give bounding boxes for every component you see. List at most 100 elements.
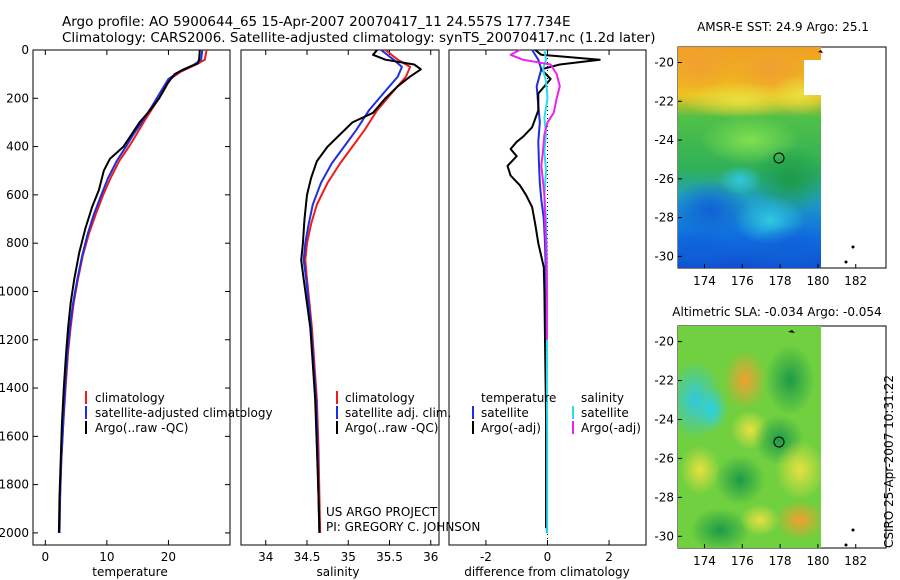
map-x-tick-label: 174 <box>693 274 716 288</box>
salinity-panel-frame <box>240 49 440 546</box>
salinity-panel: 34 34.5 35 35.5 36 salinity <box>240 49 440 579</box>
x-tick-label: 35 <box>341 550 356 564</box>
sla-map-title: Altimetric SLA: -0.034 Argo: -0.054 <box>672 305 881 319</box>
map-x-tick-label: 178 <box>769 554 792 568</box>
x-tick-label: 0 <box>544 550 552 564</box>
map-y-tick-label: -30 <box>654 529 674 543</box>
y-tick-label: 1600 <box>0 429 29 443</box>
timestamp: CSIRO 25-Apr-2007 10:31:22 <box>882 375 896 548</box>
legend-label-argo: Argo(..raw -QC) <box>345 421 438 435</box>
island-dot <box>851 245 855 249</box>
map-x-tick-label: 178 <box>769 274 792 288</box>
legend-label-temp-argo: Argo(-adj) <box>481 421 541 435</box>
map-x-tick-label: 182 <box>844 554 867 568</box>
legend-label-climatology: climatology <box>95 391 165 405</box>
salinity-xlabel: salinity <box>316 565 359 579</box>
sla-map-ticks: 174 176 178 180 182 -20 -22 -24 -26 -28 -30 <box>654 335 867 568</box>
map-y-tick-label: -24 <box>654 412 674 426</box>
series-line-climatology <box>58 49 208 533</box>
legend-label-climatology: climatology <box>345 391 415 405</box>
legend-label-satellite: satellite-adjusted climatology <box>95 406 273 420</box>
x-tick-label: 35.5 <box>376 550 403 564</box>
temperature-ticks: 0 10 2002004006008001000120014001600180020… <box>0 43 230 564</box>
map-y-tick-label: -22 <box>654 374 674 388</box>
map-y-tick-label: -30 <box>654 249 674 263</box>
series-line-satellite-adjusted-climatology <box>58 49 204 533</box>
map-y-tick-label: -24 <box>654 133 674 147</box>
island-marker <box>818 50 823 53</box>
y-tick-label: 600 <box>6 188 29 202</box>
series-line-argo-raw-qc <box>57 49 201 533</box>
x-tick-label: 10 <box>99 550 114 564</box>
series-line-salinity-argo-adj <box>509 49 561 340</box>
legend-label-argo: Argo(..raw -QC) <box>95 421 188 435</box>
island-dot <box>844 543 848 547</box>
map-x-tick-label: 180 <box>806 274 829 288</box>
difference-ticks: -2 0 2 <box>480 50 613 564</box>
y-tick-label: 1800 <box>0 478 29 492</box>
credit-line2: PI: GREGORY C. JOHNSON <box>326 520 480 534</box>
sla-map: Altimetric SLA: -0.034 Argo: -0.054 174 1… <box>654 305 887 568</box>
series-line-climatology <box>304 49 412 533</box>
y-tick-label: 0 <box>21 43 29 57</box>
legend-header-temperature: temperature <box>481 391 556 405</box>
y-tick-label: 1000 <box>0 284 29 298</box>
salinity-legend: climatology satellite adj. clim. Argo(..… <box>336 391 451 435</box>
island-dot <box>851 528 855 532</box>
map-y-tick-label: -28 <box>654 211 674 225</box>
legend-label-sal-argo: Argo(-adj) <box>581 421 641 435</box>
x-tick-label: 0 <box>41 550 49 564</box>
map-x-tick-label: 176 <box>731 274 754 288</box>
temperature-xlabel: temperature <box>92 565 167 579</box>
map-y-tick-label: -22 <box>654 94 674 108</box>
y-tick-label: 200 <box>6 91 29 105</box>
title-line2: Climatology: CARS2006. Satellite-adjuste… <box>62 30 655 46</box>
legend-label-temp-satellite: satellite <box>481 406 529 420</box>
temperature-panel: 0 10 2002004006008001000120014001600180020… <box>0 43 231 579</box>
map-y-tick-label: -26 <box>654 451 674 465</box>
temperature-panel-frame <box>32 49 231 546</box>
float-location-marker <box>773 436 785 448</box>
difference-legend: temperature satellite Argo(-adj) salinit… <box>472 391 641 435</box>
map-y-tick-label: -20 <box>654 335 674 349</box>
y-tick-label: 1400 <box>0 381 29 395</box>
temperature-legend: climatology satellite-adjusted climatolo… <box>85 391 273 435</box>
y-tick-label: 800 <box>6 236 29 250</box>
x-tick-label: 36 <box>423 550 438 564</box>
island-marker <box>788 330 795 333</box>
float-location-marker <box>773 152 785 164</box>
map-y-tick-label: -26 <box>654 172 674 186</box>
map-x-tick-label: 176 <box>731 554 754 568</box>
x-tick-label: 34.5 <box>294 550 321 564</box>
map-x-tick-label: 180 <box>806 554 829 568</box>
sla-field <box>678 326 821 548</box>
map-x-tick-label: 182 <box>844 274 867 288</box>
x-tick-label: 2 <box>605 550 613 564</box>
sst-field <box>678 47 821 268</box>
y-tick-label: 1200 <box>0 333 29 347</box>
sst-map-title: AMSR-E SST: 24.9 Argo: 25.1 <box>697 20 869 34</box>
map-y-tick-label: -28 <box>654 490 674 504</box>
map-x-tick-label: 174 <box>693 554 716 568</box>
salinity-ticks: 34 34.5 35 35.5 36 <box>258 50 438 564</box>
salinity-lines <box>300 49 422 533</box>
legend-header-salinity: salinity <box>581 391 624 405</box>
legend-label-sal-satellite: satellite <box>581 406 629 420</box>
x-tick-label: 20 <box>161 550 176 564</box>
y-tick-label: 400 <box>6 140 29 154</box>
title-line1: Argo profile: AO 5900644_65 15-Apr-2007 … <box>62 14 571 30</box>
x-tick-label: -2 <box>480 550 492 564</box>
sst-missing-data <box>804 60 821 95</box>
sst-map: AMSR-E SST: 24.9 Argo: 25.1 174 176 178 180… <box>654 20 887 288</box>
map-y-tick-label: -20 <box>654 56 674 70</box>
difference-lines <box>506 49 601 533</box>
series-line-temperature-argo-adj <box>506 49 601 529</box>
legend-label-satellite: satellite adj. clim. <box>345 406 451 420</box>
series-line-argo-raw-qc <box>300 49 422 533</box>
x-tick-label: 34 <box>258 550 273 564</box>
y-tick-label: 2000 <box>0 526 29 540</box>
credit-line1: US ARGO PROJECT <box>326 505 438 519</box>
temperature-lines <box>57 49 208 533</box>
difference-panel: -2 0 2 difference from climatology <box>448 49 647 579</box>
